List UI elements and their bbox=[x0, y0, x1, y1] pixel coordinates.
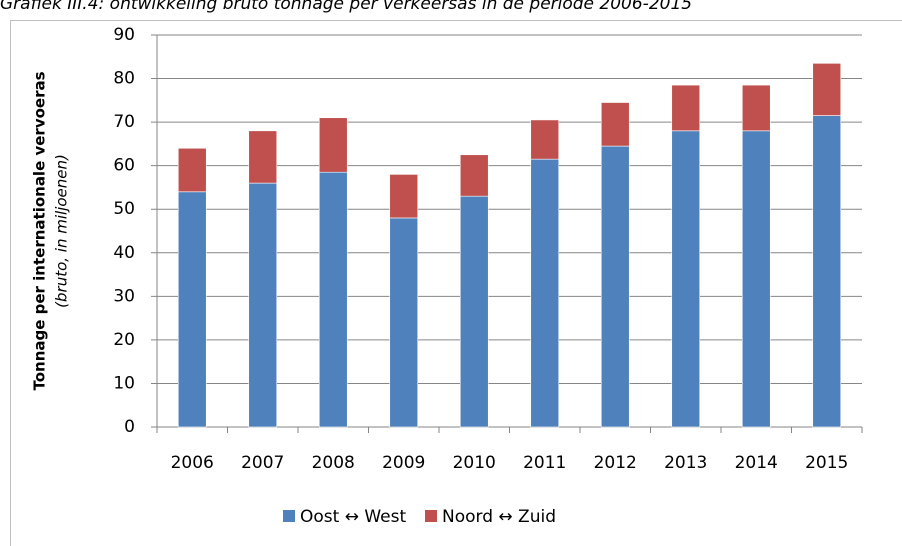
x-tick-label: 2007 bbox=[241, 453, 284, 473]
chart-frame bbox=[10, 20, 902, 546]
bar-segment bbox=[248, 130, 278, 184]
bar-segment bbox=[248, 182, 278, 428]
y-tick-label: 20 bbox=[113, 330, 135, 350]
bar-segment bbox=[812, 63, 842, 116]
y-tick-label: 10 bbox=[113, 373, 135, 393]
x-tick-label: 2015 bbox=[805, 453, 848, 473]
legend-swatch bbox=[283, 510, 295, 522]
bar-segment bbox=[530, 158, 560, 428]
bar-segment bbox=[177, 147, 207, 193]
bar-segment bbox=[318, 171, 348, 428]
y-tick-label: 60 bbox=[113, 156, 135, 176]
y-tick-label: 0 bbox=[124, 417, 135, 437]
bar-segment bbox=[389, 217, 419, 428]
legend-label: Noord ↔ Zuid bbox=[442, 507, 556, 527]
x-tick-label: 2014 bbox=[735, 453, 778, 473]
y-tick-label: 80 bbox=[113, 69, 135, 89]
bar-segment bbox=[600, 145, 630, 428]
bar-segment bbox=[530, 119, 560, 160]
legend-label: Oost ↔ West bbox=[300, 507, 406, 527]
bar-segment bbox=[671, 130, 701, 428]
bar-segment bbox=[600, 102, 630, 147]
y-axis-label: Tonnage per internationale vervoeras bbox=[31, 71, 49, 390]
x-tick-label: 2011 bbox=[523, 453, 566, 473]
bar-segment bbox=[318, 117, 348, 173]
y-tick-label: 50 bbox=[113, 199, 135, 219]
bar-segment bbox=[671, 84, 701, 132]
x-tick-label: 2012 bbox=[594, 453, 637, 473]
bar-segment bbox=[459, 195, 489, 428]
x-tick-label: 2008 bbox=[312, 453, 355, 473]
x-tick-label: 2006 bbox=[171, 453, 214, 473]
x-tick-label: 2010 bbox=[453, 453, 496, 473]
chart-title: Grafiek III.4: ontwikkeling bruto tonnag… bbox=[0, 0, 692, 14]
x-tick-label: 2009 bbox=[382, 453, 425, 473]
x-tick-label: 2013 bbox=[664, 453, 707, 473]
y-tick-label: 40 bbox=[113, 243, 135, 263]
legend-swatch bbox=[425, 510, 437, 522]
bar-segment bbox=[812, 115, 842, 428]
y-tick-label: 30 bbox=[113, 286, 135, 306]
y-tick-label: 90 bbox=[113, 25, 135, 45]
bar-segment bbox=[177, 191, 207, 428]
bar-segment bbox=[459, 154, 489, 197]
bar-segment bbox=[741, 84, 771, 132]
y-tick-label: 70 bbox=[113, 112, 135, 132]
y-axis-sublabel: (bruto, in miljoenen) bbox=[53, 154, 71, 308]
bar-segment bbox=[389, 174, 419, 219]
bar-segment bbox=[741, 130, 771, 428]
